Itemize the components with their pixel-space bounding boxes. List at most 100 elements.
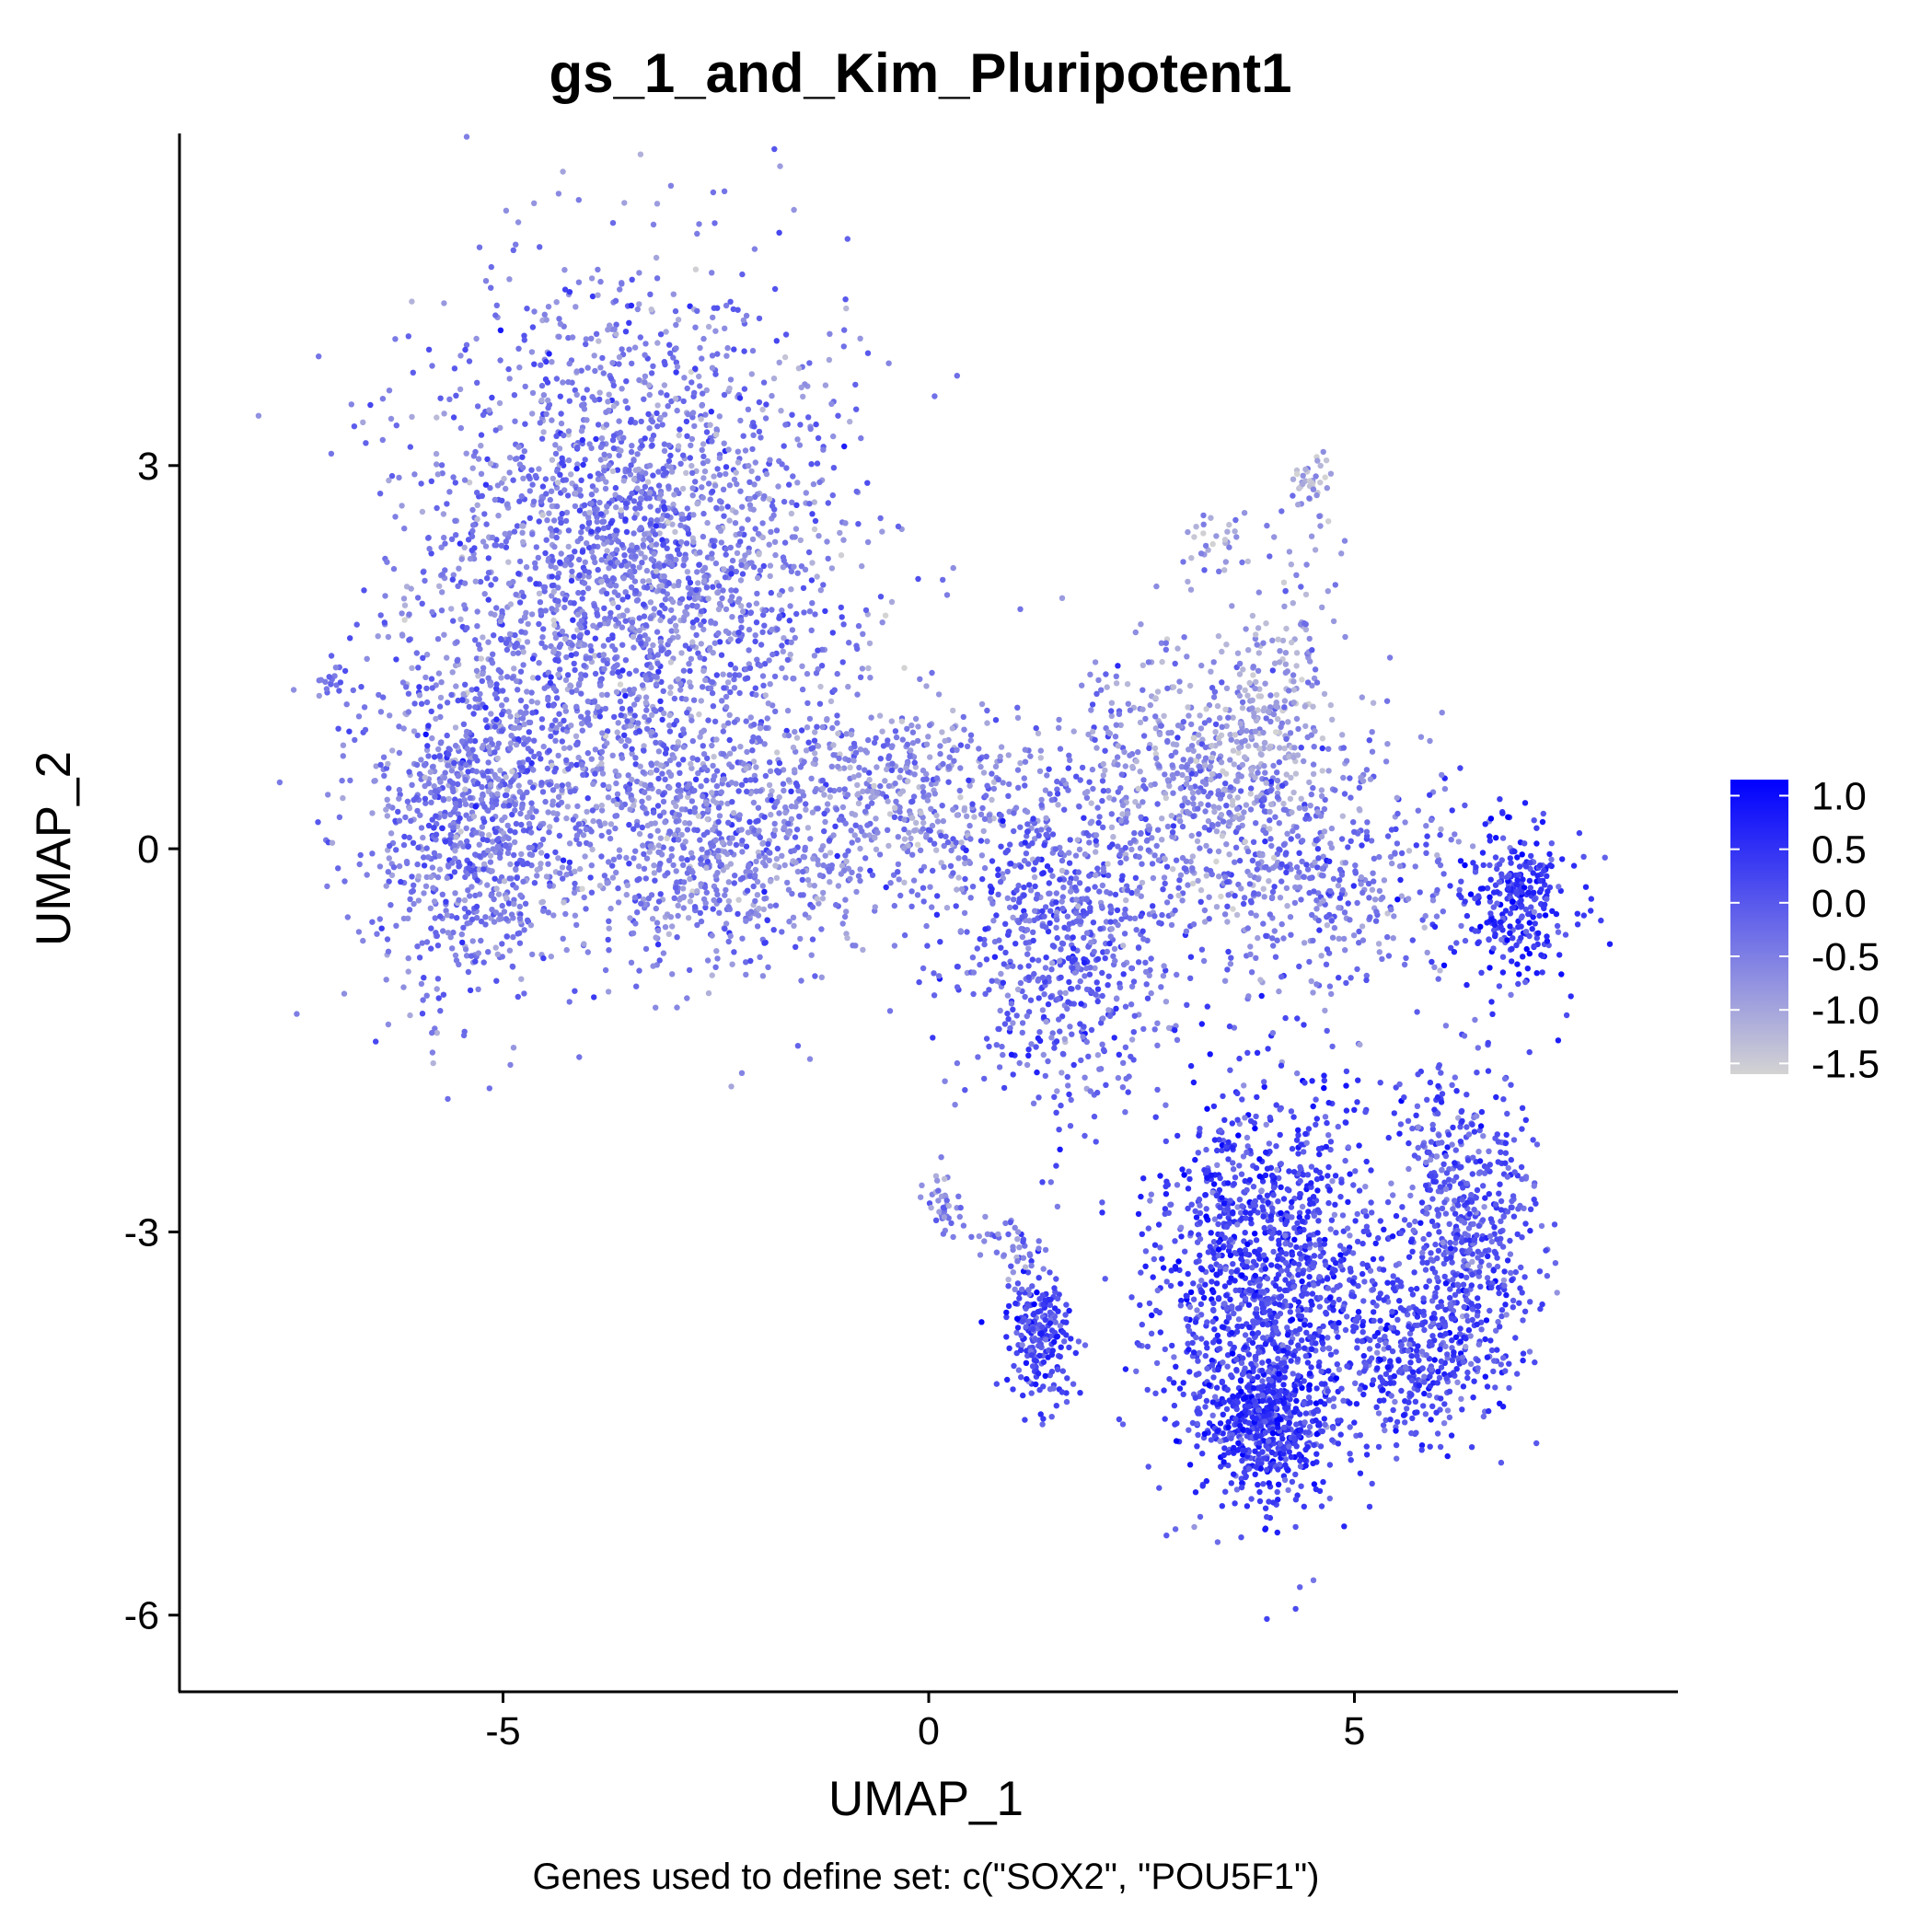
cell-point — [401, 833, 408, 840]
cell-point — [596, 499, 603, 506]
cell-point — [446, 396, 453, 402]
cell-point — [885, 798, 891, 804]
cell-point — [516, 599, 524, 606]
cell-point — [488, 711, 494, 717]
cell-point — [661, 573, 667, 580]
cell-point — [642, 531, 648, 538]
cell-point — [633, 597, 641, 604]
cell-point — [423, 699, 431, 706]
cell-point — [438, 462, 445, 469]
cell-point — [616, 772, 622, 779]
cell-point — [472, 448, 479, 456]
cell-point — [445, 795, 452, 803]
cell-point — [819, 723, 826, 731]
cell-point — [770, 927, 777, 933]
cell-point — [593, 330, 600, 337]
cell-point — [1052, 846, 1059, 852]
cell-point — [690, 538, 697, 545]
cell-point — [650, 963, 656, 969]
cell-point — [579, 727, 585, 734]
cell-point — [1075, 984, 1082, 990]
cell-point — [452, 805, 458, 812]
cell-point — [626, 319, 632, 326]
cell-point — [534, 866, 540, 873]
cell-point — [931, 992, 938, 999]
cell-point — [574, 803, 581, 810]
cell-point — [369, 919, 376, 925]
cell-point — [767, 878, 774, 885]
cell-point — [503, 502, 510, 508]
cell-point — [335, 725, 341, 732]
cell-point — [549, 533, 555, 539]
cell-point — [578, 367, 584, 374]
cell-point — [526, 736, 532, 743]
cell-point — [689, 639, 696, 645]
cell-point — [447, 831, 454, 839]
cell-point — [445, 930, 452, 936]
cell-point — [606, 391, 612, 398]
cell-point — [573, 490, 579, 496]
cell-point — [885, 737, 891, 744]
cell-point — [654, 562, 661, 569]
cell-point — [712, 371, 719, 377]
cell-point — [790, 473, 796, 480]
cell-point — [713, 672, 720, 678]
cell-point — [753, 691, 759, 699]
cell-point — [543, 358, 550, 365]
cell-point — [934, 818, 942, 825]
cell-point — [940, 817, 946, 825]
cell-point — [409, 413, 415, 421]
cell-point — [387, 842, 393, 850]
cell-point — [673, 369, 679, 376]
cell-point — [661, 441, 668, 447]
cell-point — [642, 694, 650, 700]
cell-point — [480, 665, 487, 671]
cell-point — [954, 886, 960, 893]
cell-point — [472, 804, 479, 810]
cell-point — [687, 808, 693, 815]
cell-point — [526, 809, 533, 816]
cell-point — [514, 523, 521, 529]
cell-point — [703, 777, 710, 784]
cell-point — [470, 522, 477, 528]
cell-point — [682, 608, 688, 615]
cell-point — [773, 856, 781, 862]
cell-point — [503, 207, 510, 214]
cell-point — [681, 375, 688, 381]
cell-point — [559, 628, 566, 635]
cell-point — [542, 476, 550, 482]
cell-point — [451, 365, 458, 372]
cell-point — [654, 423, 661, 430]
cell-point — [787, 603, 793, 609]
cell-point — [889, 760, 896, 767]
cell-point — [607, 520, 614, 526]
cell-point — [655, 849, 662, 856]
cell-point — [739, 503, 746, 510]
cell-point — [611, 532, 618, 538]
cell-point — [809, 745, 816, 751]
cell-point — [752, 493, 758, 501]
cell-point — [760, 611, 767, 619]
cell-point — [729, 614, 735, 620]
cell-point — [393, 922, 399, 929]
cell-point — [588, 492, 596, 498]
cell-point — [1184, 1001, 1190, 1009]
cell-point — [442, 839, 449, 845]
cell-point — [604, 691, 610, 698]
cell-point — [673, 628, 679, 634]
cell-point — [712, 560, 720, 567]
cell-point — [528, 698, 535, 705]
cell-point — [911, 759, 918, 766]
cell-point — [895, 834, 901, 840]
cell-point — [579, 524, 585, 530]
cell-point — [771, 145, 778, 153]
cell-point — [499, 607, 505, 615]
cell-point — [1010, 1006, 1016, 1013]
cell-point — [636, 564, 642, 571]
cell-point — [713, 790, 720, 796]
cell-point — [418, 757, 424, 763]
cell-point — [794, 480, 801, 486]
cell-point — [559, 459, 565, 467]
cell-point — [547, 496, 553, 503]
cell-point — [799, 663, 805, 669]
